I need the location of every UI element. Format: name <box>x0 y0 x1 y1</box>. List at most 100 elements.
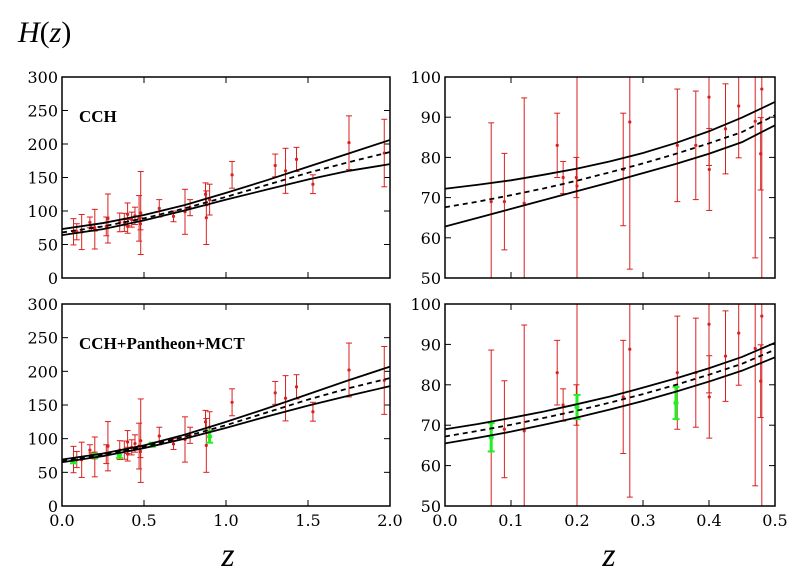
y-tick-label: 60 <box>421 229 441 248</box>
y-tick-label: 200 <box>27 362 58 381</box>
y-tick-label: 100 <box>27 430 58 449</box>
data-point <box>88 220 92 224</box>
data-point <box>126 452 130 456</box>
panel-frame <box>444 76 776 279</box>
data-point <box>273 163 277 168</box>
data-point <box>294 385 299 389</box>
data-point <box>204 443 208 447</box>
data-point <box>522 429 526 433</box>
y-tick-label: 90 <box>421 108 441 127</box>
x-tick-label: 0.0 <box>432 511 457 530</box>
y-axis-title: H(z) <box>17 16 71 49</box>
y-tick-label: 70 <box>421 189 441 208</box>
data-point <box>737 331 741 335</box>
series-cch <box>70 342 388 483</box>
y-tick-label: 150 <box>27 169 58 188</box>
data-point <box>207 434 213 440</box>
x-tick-label: 0.5 <box>762 511 787 530</box>
lower-bound-curve <box>62 163 390 237</box>
series-mct <box>487 385 680 453</box>
x-tick-label: 2.0 <box>377 511 402 530</box>
data-point <box>139 211 143 215</box>
plot-area <box>62 342 390 483</box>
x-tick-label: 1.5 <box>295 511 320 530</box>
panel-frame <box>61 303 391 507</box>
data-point <box>311 410 315 414</box>
data-point <box>502 200 506 204</box>
panels: 0 50 100 150 200 250 300 CCH 50 60 70 80 90 100 0.0 0.5… <box>27 68 787 530</box>
y-tick-label: 70 <box>421 416 441 435</box>
data-point <box>294 157 299 162</box>
x-tick-label: 1.0 <box>213 511 238 530</box>
x-tick-label: 0.2 <box>564 511 589 530</box>
x-axis-title-right: z <box>601 537 615 574</box>
data-point <box>621 395 625 399</box>
panel-label: CCH+Pantheon+MCT <box>79 334 245 353</box>
upper-bound-curve <box>445 341 775 431</box>
data-point <box>760 314 764 318</box>
y-tick-label: 250 <box>27 102 58 121</box>
y-tick-label: 100 <box>410 68 441 87</box>
data-point <box>311 182 315 186</box>
y-tick-label: 0 <box>48 269 58 288</box>
x-tick-label: 0.0 <box>49 511 74 530</box>
lower-bound-curve <box>445 124 775 228</box>
data-point <box>347 141 351 145</box>
data-point <box>760 87 764 91</box>
series-cch <box>70 115 388 256</box>
y-tick-label: 50 <box>421 497 441 516</box>
y-tick-label: 80 <box>421 148 441 167</box>
lower-bound-curve <box>62 385 390 464</box>
data-point <box>283 169 288 173</box>
data-point <box>753 346 757 351</box>
data-point <box>230 400 234 404</box>
y-tick-label: 80 <box>421 376 441 395</box>
data-point <box>204 216 208 220</box>
y-tick-label: 200 <box>27 135 58 154</box>
plot-area <box>445 77 775 278</box>
data-point <box>130 218 134 222</box>
plot-area <box>445 304 775 506</box>
data-point <box>707 167 711 172</box>
data-point <box>171 442 176 446</box>
data-point <box>675 143 679 147</box>
panel-label: CCH <box>79 107 117 126</box>
data-point <box>126 224 130 229</box>
data-point <box>283 396 288 400</box>
y-tick-label: 90 <box>421 335 441 354</box>
panel-top-right: 50 60 70 80 90 100 <box>410 68 776 288</box>
mean-curve <box>62 377 390 462</box>
upper-bound-curve <box>62 139 390 230</box>
data-point <box>575 184 579 188</box>
data-point <box>628 347 632 351</box>
y-axis-title-h: H <box>17 16 42 49</box>
data-point <box>707 322 711 326</box>
y-axis-title-open: ( <box>40 16 50 49</box>
lower-bound-curve <box>445 356 775 445</box>
x-axis-title-left: z <box>220 537 234 574</box>
mean-curve <box>62 151 390 234</box>
data-point <box>522 201 526 205</box>
y-tick-label: 60 <box>421 457 441 476</box>
data-point <box>171 214 176 218</box>
y-tick-label: 250 <box>27 329 58 348</box>
x-tick-label: 0.1 <box>498 511 523 530</box>
x-tick-label: 0.5 <box>131 511 156 530</box>
panel-bottom-left: 0.0 0.5 1.0 1.5 2.0 0 50 100 150 200 250 300 CCH+Pan… <box>27 295 402 530</box>
y-tick-label: 50 <box>38 463 58 482</box>
data-point <box>675 371 679 375</box>
mean-curve <box>445 114 775 209</box>
data-point <box>555 143 559 147</box>
data-point <box>106 444 110 448</box>
data-point <box>157 206 161 210</box>
data-point <box>694 143 698 147</box>
mean-curve <box>445 348 775 438</box>
data-point <box>106 216 110 221</box>
data-point <box>723 127 728 131</box>
y-tick-label: 300 <box>27 295 58 314</box>
y-tick-label: 50 <box>38 236 58 255</box>
data-point <box>133 441 137 446</box>
y-axis-title-close: ) <box>61 16 71 49</box>
x-tick-label: 0.4 <box>696 511 721 530</box>
panel-frame <box>61 76 391 279</box>
